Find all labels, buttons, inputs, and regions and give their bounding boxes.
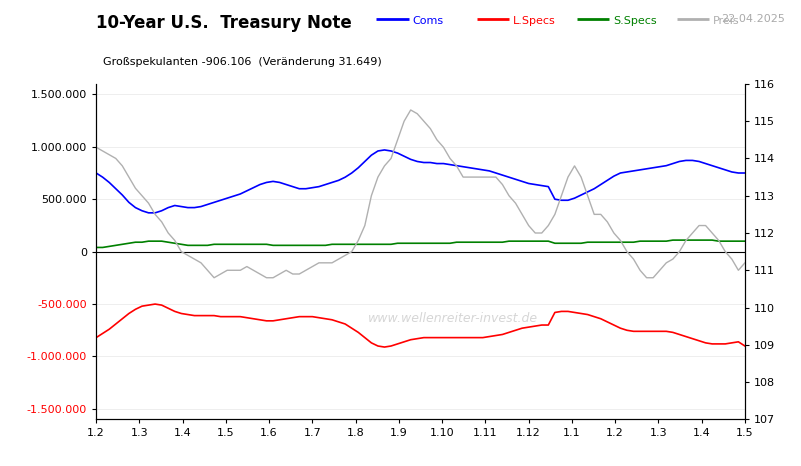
Coms — [439, 161, 449, 166]
L.Specs — [380, 344, 389, 350]
Line: Preis: Preis — [96, 110, 745, 278]
Coms — [720, 167, 730, 172]
Coms — [740, 170, 750, 176]
Preis — [439, 144, 449, 150]
Preis — [740, 260, 750, 266]
Preis — [91, 144, 101, 150]
S.Specs — [740, 238, 750, 244]
Text: L.Specs: L.Specs — [513, 16, 555, 26]
Line: S.Specs: S.Specs — [96, 240, 745, 247]
Preis — [248, 267, 258, 273]
S.Specs — [242, 241, 252, 247]
Text: Preis: Preis — [713, 16, 739, 26]
Line: L.Specs: L.Specs — [96, 304, 745, 347]
Coms — [223, 195, 232, 201]
Text: 22.04.2025: 22.04.2025 — [721, 14, 785, 24]
Coms — [380, 147, 389, 153]
S.Specs — [425, 240, 435, 246]
L.Specs — [223, 314, 232, 320]
Preis — [491, 174, 501, 180]
Preis — [701, 223, 710, 228]
L.Specs — [91, 335, 101, 340]
L.Specs — [491, 333, 501, 338]
Preis — [223, 267, 232, 273]
Coms — [143, 210, 153, 216]
S.Specs — [215, 241, 225, 247]
L.Specs — [439, 335, 449, 340]
Coms — [91, 170, 101, 176]
Text: Coms: Coms — [413, 16, 444, 26]
Text: www.wellenreiter-invest.de: www.wellenreiter-invest.de — [368, 312, 538, 325]
Coms — [248, 185, 258, 191]
L.Specs — [740, 343, 750, 349]
Coms — [701, 161, 710, 166]
Line: Coms: Coms — [96, 150, 745, 213]
Text: Großspekulanten -906.106  (Veränderung 31.649): Großspekulanten -906.106 (Veränderung 31… — [103, 57, 381, 67]
S.Specs — [478, 240, 488, 245]
Preis — [406, 107, 416, 113]
Preis — [720, 249, 730, 254]
Preis — [209, 275, 219, 281]
L.Specs — [701, 340, 710, 346]
Coms — [491, 170, 501, 176]
S.Specs — [91, 245, 101, 250]
S.Specs — [694, 237, 704, 243]
L.Specs — [151, 301, 160, 307]
Text: 10-Year U.S.  Treasury Note: 10-Year U.S. Treasury Note — [96, 14, 352, 32]
L.Specs — [248, 316, 258, 322]
S.Specs — [714, 238, 723, 244]
Text: S.Specs: S.Specs — [613, 16, 656, 26]
L.Specs — [720, 341, 730, 347]
S.Specs — [668, 237, 678, 243]
